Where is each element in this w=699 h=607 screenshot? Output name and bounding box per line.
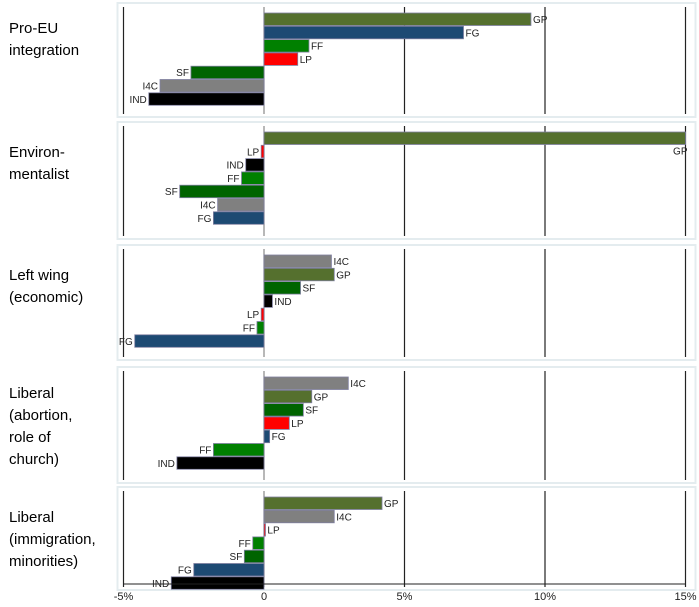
bar-ff	[252, 536, 265, 550]
x-tick-label: 10%	[534, 591, 556, 603]
panel-1: GP FG FF LP SF I4C IND	[116, 2, 697, 118]
bar-lp	[263, 416, 290, 430]
bar-sf	[263, 281, 301, 295]
bar-label: I4C	[142, 82, 158, 93]
bar-label: I4C	[333, 257, 349, 268]
bar-sf	[263, 403, 304, 417]
bar-label: SF	[305, 406, 318, 417]
bar-sf	[190, 65, 265, 80]
bar-label: SF	[303, 284, 316, 295]
bar-i4c	[263, 376, 349, 390]
bar-label: I4C	[200, 201, 216, 212]
bar-label: FF	[239, 539, 251, 550]
x-tick-label: -5%	[114, 591, 134, 603]
bar-gp	[263, 12, 532, 26]
bar-gp	[263, 131, 686, 145]
bar-gp	[263, 389, 313, 404]
bar-sf	[179, 184, 265, 199]
bar-label: SF	[176, 68, 189, 79]
bar-label: I4C	[336, 512, 352, 523]
bar-label: GP	[384, 499, 399, 510]
bar-lp	[260, 307, 265, 322]
panel-label: Liberal (abortion, role of church)	[9, 385, 73, 468]
bar-ind	[176, 456, 265, 470]
bar-label: FF	[199, 446, 211, 457]
bar-label: LP	[291, 419, 304, 430]
bar-ind	[148, 92, 265, 106]
bar-gp	[263, 267, 335, 282]
bar-i4c	[217, 198, 265, 212]
bar-label: FG	[272, 432, 286, 443]
bar-label: FG	[119, 337, 133, 348]
panel-3: I4C GP SF IND LP FF FG	[116, 244, 697, 361]
bar-fg	[263, 25, 464, 40]
bar-ff	[241, 171, 265, 185]
bar-label: IND	[130, 95, 147, 106]
bar-label: GP	[314, 392, 329, 403]
bar-fg	[263, 429, 271, 444]
bar-label: SF	[165, 187, 178, 198]
bar-label: GP	[336, 270, 351, 281]
panel-label: Environ- mentalist	[9, 144, 70, 183]
bar-ind	[170, 576, 265, 590]
bar-ff	[263, 39, 310, 53]
x-tick-label: 15%	[674, 591, 696, 603]
bar-label: LP	[300, 55, 313, 66]
bar-ind	[245, 158, 265, 172]
bar-gp	[263, 496, 383, 510]
bar-label: SF	[230, 552, 243, 563]
bar-label: FG	[466, 28, 480, 39]
bar-lp	[263, 52, 299, 66]
bar-label: FF	[311, 42, 323, 53]
panel-label: Left wing (economic)	[9, 267, 84, 306]
bar-label: I4C	[350, 379, 366, 390]
bar-lp	[263, 523, 266, 537]
bar-ff	[256, 321, 265, 335]
bar-label: IND	[227, 161, 244, 172]
x-tick-label: 0	[261, 591, 267, 603]
bar-label: FG	[198, 214, 212, 225]
bar-ind	[263, 294, 273, 308]
bar-fg	[193, 563, 265, 577]
bar-label: LP	[247, 310, 260, 321]
bar-label: FF	[243, 324, 255, 335]
x-tick-label: 5%	[397, 591, 413, 603]
bar-label: LP	[247, 147, 260, 158]
panel-label: Liberal (immigration, minorities)	[9, 509, 96, 570]
bar-i4c	[263, 509, 335, 524]
bar-fg	[213, 211, 265, 225]
bar-label: IND	[158, 459, 175, 470]
bar-sf	[243, 549, 265, 564]
bar-label: FF	[227, 174, 239, 185]
bar-lp	[260, 144, 265, 159]
bar-i4c	[159, 79, 265, 93]
bar-ff	[213, 443, 265, 457]
panel-label: Pro-EU integration	[9, 20, 80, 59]
bar-label: GP	[673, 147, 688, 158]
bar-i4c	[263, 254, 332, 268]
bar-label: FG	[178, 566, 192, 577]
bar-label: IND	[274, 297, 291, 308]
bar-fg	[134, 334, 265, 348]
bar-label: LP	[267, 526, 280, 537]
bar-label: GP	[533, 15, 548, 26]
